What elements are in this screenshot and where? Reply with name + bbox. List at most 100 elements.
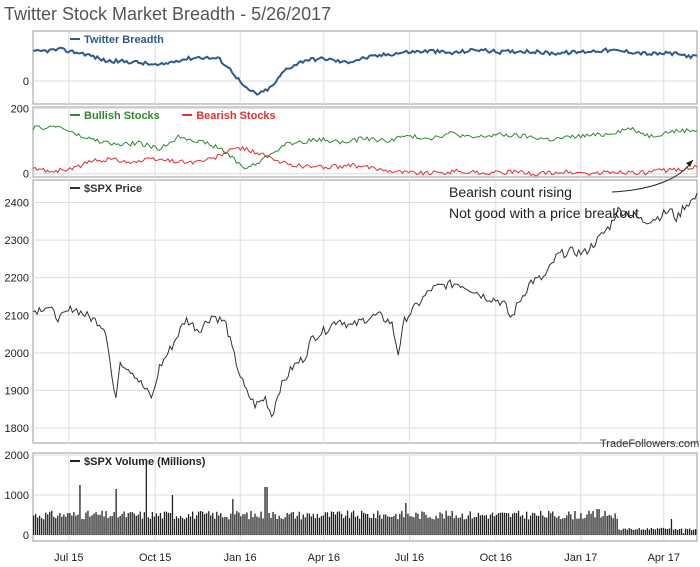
volume-bar: [505, 513, 508, 535]
volume-bar: [409, 516, 411, 535]
volume-bar: [171, 495, 174, 535]
volume-bar: [103, 516, 105, 535]
volume-bar: [600, 517, 602, 535]
volume-bar: [43, 519, 45, 535]
volume-bar: [59, 513, 61, 535]
volume-bar: [135, 515, 137, 535]
volume-bar: [379, 515, 381, 535]
price-ytick-label: 2300: [5, 235, 29, 247]
volume-bar: [75, 515, 77, 535]
volume-bar: [564, 518, 566, 535]
volume-bar: [133, 513, 135, 535]
volume-bar: [280, 518, 282, 535]
volume-bar: [550, 513, 552, 535]
volume-bar: [674, 528, 677, 535]
volume-bar: [590, 513, 592, 535]
volume-bar: [35, 513, 37, 535]
volume-bar: [598, 509, 600, 535]
volume-bar: [602, 516, 604, 535]
volume-bar: [63, 514, 65, 535]
volume-bar: [558, 515, 560, 535]
volume-bar: [266, 487, 268, 535]
volume-bar: [111, 516, 113, 535]
volume-bar: [457, 517, 459, 535]
volume-bar: [165, 511, 168, 535]
volume-bar: [73, 512, 75, 535]
volume-bar: [334, 514, 337, 535]
volume-bar: [125, 517, 127, 535]
volume-bar: [198, 511, 200, 535]
volume-bar: [693, 529, 695, 535]
volume-bar: [451, 510, 453, 535]
volume-bar: [499, 512, 502, 535]
volume-bar: [246, 512, 248, 535]
volume-bar: [624, 528, 626, 535]
volume-bar: [230, 513, 232, 535]
volume-bar: [640, 529, 642, 535]
volume-bar: [530, 515, 532, 535]
volume-bar: [501, 512, 504, 535]
volume-bar: [320, 516, 322, 535]
volume-bar: [129, 512, 131, 535]
volume-bar: [658, 528, 661, 535]
volume-bar: [123, 511, 125, 535]
volume-bar: [41, 518, 43, 535]
volume-bar: [433, 519, 435, 535]
volume-bar: [479, 515, 481, 535]
volume-bar: [397, 519, 399, 535]
volume-bar: [431, 518, 433, 535]
volume-bar: [634, 529, 636, 535]
volume-bar: [515, 513, 518, 535]
volume-bar: [71, 515, 73, 535]
volume-bar: [153, 516, 155, 535]
volume-bar: [449, 515, 451, 535]
volume-bar: [630, 529, 632, 535]
volume-bar: [85, 512, 87, 535]
volume-bar: [145, 461, 147, 535]
volume-bar: [425, 514, 427, 535]
volume-bar: [342, 518, 345, 535]
volume-bar: [387, 516, 389, 535]
price-ytick-label: 2400: [5, 198, 29, 210]
volume-bar: [37, 517, 39, 535]
volume-bar: [556, 517, 558, 535]
volume-bar: [594, 517, 596, 535]
volume-bar: [538, 515, 540, 535]
volume-bar: [226, 517, 228, 535]
volume-bar: [326, 512, 329, 535]
volume-bar: [39, 515, 41, 535]
volume-bar: [584, 517, 586, 535]
volume-bar: [443, 518, 445, 535]
volume-bar: [546, 517, 548, 535]
price-ytick-label: 2200: [5, 273, 29, 285]
volume-bar: [181, 517, 184, 535]
volume-bar: [268, 513, 270, 535]
volume-bar: [149, 518, 151, 535]
volume-bar: [49, 511, 51, 535]
price-ytick-label: 1900: [5, 385, 29, 397]
volume-bar: [612, 518, 614, 535]
volume-bar: [183, 519, 186, 535]
volume-bar: [562, 518, 564, 535]
volume-bar: [654, 529, 656, 535]
volume-bar: [689, 528, 691, 535]
volume-bar: [194, 518, 196, 535]
volume-bar: [357, 515, 359, 535]
volume-bar: [383, 514, 385, 535]
volume-bar: [173, 519, 176, 535]
volume-bar: [206, 513, 208, 535]
volume-bar: [290, 512, 292, 535]
volume-bar: [151, 512, 153, 535]
volume-bar: [660, 527, 663, 535]
bullbear-panel-frame: [32, 106, 698, 178]
volume-bar: [568, 511, 570, 535]
volume-bar: [672, 529, 675, 535]
volume-bar: [554, 516, 556, 535]
volume-bar: [528, 519, 530, 535]
volume-bar: [648, 529, 650, 535]
volume-bar: [316, 514, 318, 535]
volume-bar: [517, 510, 520, 535]
volume-bar: [242, 514, 244, 535]
volume-bar: [695, 529, 697, 535]
volume-bar: [483, 515, 485, 535]
